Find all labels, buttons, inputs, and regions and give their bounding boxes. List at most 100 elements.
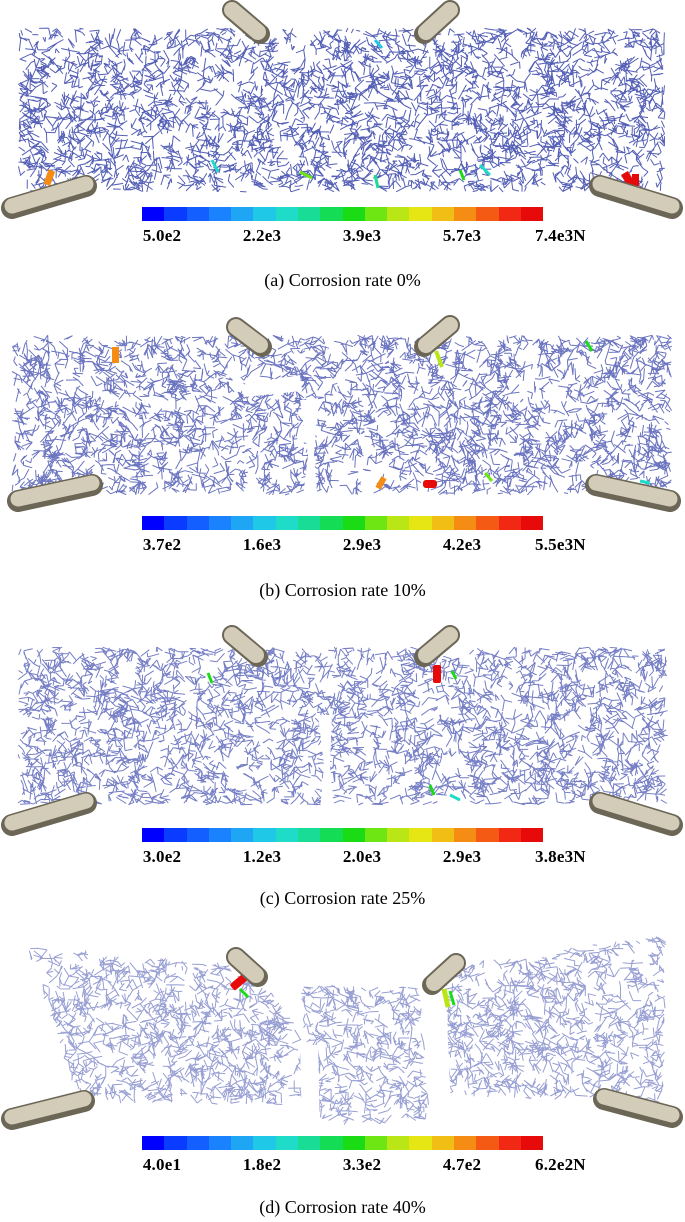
- colorbar-swatch: [520, 516, 544, 530]
- load-roller-left: [222, 0, 270, 44]
- colorbar-swatch: [498, 1136, 521, 1150]
- colorbar-swatch: [520, 207, 544, 221]
- tick-label: 1.8e2: [242, 1155, 282, 1174]
- colorbar-swatch: [342, 207, 365, 221]
- colorbar-swatch: [231, 1136, 254, 1150]
- support-roller-right: [585, 474, 681, 512]
- tick-label: 2.9e3: [442, 847, 482, 866]
- colorbar-swatch: [453, 828, 477, 842]
- support-roller-left: [1, 792, 97, 836]
- colorbar-ticks-c: 3.0e2 1.2e3 2.0e3 2.9e3 3.8e3N: [128, 847, 586, 867]
- colorbar-swatch: [164, 207, 187, 221]
- load-roller-right: [414, 0, 460, 44]
- colorbar-swatch: [431, 828, 454, 842]
- colorbar-swatch: [275, 828, 298, 842]
- panel-d: 4.0e1 1.8e2 3.3e2 4.7e2 6.2e2N (d) Corro…: [0, 925, 685, 1222]
- colorbar-swatch: [364, 1136, 388, 1150]
- colorbar-swatch: [253, 828, 276, 842]
- colorbar-swatch: [431, 516, 454, 530]
- load-roller-right: [422, 953, 466, 995]
- lattice-elements: [17, 646, 668, 806]
- colorbar-swatch: [297, 516, 321, 530]
- colorbar-swatch: [231, 828, 254, 842]
- colorbar-swatch: [520, 1136, 544, 1150]
- colorbar-swatch: [275, 207, 298, 221]
- lattice-elements: [28, 947, 312, 1105]
- panel-a: 5.0e2 2.2e3 3.9e3 5.7e3 7.4e3N (a) Corro…: [0, 0, 685, 300]
- colorbar-swatch: [342, 828, 365, 842]
- caption-d: (d) Corrosion rate 40%: [259, 1197, 426, 1217]
- colorbar-c: [142, 828, 544, 842]
- lattice-mesh: [301, 984, 429, 1125]
- colorbar-swatch: [476, 1136, 499, 1150]
- colorbar-swatch: [208, 516, 232, 530]
- colorbar-swatch: [476, 516, 499, 530]
- beam-lattice-b: [7, 315, 681, 512]
- panel-c: 3.0e2 1.2e3 2.0e3 2.9e3 3.8e3N (c) Corro…: [0, 615, 685, 915]
- colorbar-swatch: [208, 1136, 232, 1150]
- colorbar-swatch: [387, 828, 410, 842]
- support-roller-right: [589, 175, 683, 219]
- colorbar-swatch: [208, 828, 232, 842]
- load-roller-left: [226, 947, 268, 987]
- colorbar-b: [142, 516, 544, 530]
- support-roller-right: [593, 1088, 683, 1128]
- colorbar-swatch: [142, 1136, 165, 1150]
- beam-lattice-c: [1, 625, 683, 836]
- colorbar-swatch: [409, 1136, 432, 1150]
- colorbar-swatch: [320, 207, 343, 221]
- lattice-elements: [301, 984, 429, 1125]
- tick-label: 1.6e3: [242, 535, 282, 554]
- colorbar-swatch: [387, 516, 410, 530]
- support-roller-right: [589, 792, 683, 836]
- colorbar-swatch: [142, 207, 165, 221]
- colorbar-swatch: [453, 516, 477, 530]
- force-hotspots-a: [43, 39, 639, 189]
- tick-label: 5.0e2: [142, 226, 182, 245]
- lattice-mesh: [11, 334, 673, 496]
- colorbar-swatch: [253, 207, 276, 221]
- colorbar-swatch: [142, 828, 165, 842]
- colorbar-swatch: [364, 207, 388, 221]
- caption-c: (c) Corrosion rate 25%: [259, 888, 426, 908]
- colorbar-swatch: [431, 207, 454, 221]
- colorbar-swatch: [297, 1136, 321, 1150]
- tick-label: 3.8e3N: [535, 847, 586, 866]
- colorbar-swatch: [142, 516, 165, 530]
- colorbar-swatch: [498, 516, 521, 530]
- colorbar-swatch: [476, 828, 499, 842]
- lattice-mesh: [438, 936, 667, 1103]
- lattice-elements: [17, 27, 666, 193]
- tick-label: 2.2e3: [242, 226, 282, 245]
- colorbar-swatch: [186, 516, 209, 530]
- colorbar-swatch: [186, 1136, 209, 1150]
- colorbar-swatch: [186, 828, 209, 842]
- colorbar-swatch: [409, 828, 432, 842]
- colorbar-a: [142, 207, 544, 221]
- lattice-elements: [11, 334, 673, 496]
- colorbar-swatch: [409, 516, 432, 530]
- tick-label: 4.7e2: [442, 1155, 482, 1174]
- load-roller-left: [222, 625, 268, 667]
- colorbar-swatch: [320, 828, 343, 842]
- tick-label: 3.3e2: [342, 1155, 382, 1174]
- load-roller-right: [414, 625, 460, 667]
- colorbar-swatch: [231, 516, 254, 530]
- tick-label: 7.4e3N: [535, 226, 586, 245]
- tick-label: 3.7e2: [142, 535, 182, 554]
- colorbar-swatch: [164, 516, 187, 530]
- lattice-mesh: [17, 27, 666, 193]
- colorbar-ticks-a: 5.0e2 2.2e3 3.9e3 5.7e3 7.4e3N: [128, 226, 586, 246]
- crack-marks: [318, 715, 334, 810]
- beam-lattice-d: [1, 936, 683, 1130]
- colorbar-swatch: [231, 207, 254, 221]
- support-roller-left: [1, 1090, 95, 1130]
- lattice-elements: [438, 936, 667, 1103]
- tick-label: 1.2e3: [242, 847, 282, 866]
- colorbar-swatch: [342, 1136, 365, 1150]
- colorbar-swatch: [164, 1136, 187, 1150]
- tick-label: 5.5e3N: [535, 535, 586, 554]
- load-roller-right: [414, 315, 460, 357]
- colorbar-swatch: [320, 1136, 343, 1150]
- colorbar-swatch: [498, 207, 521, 221]
